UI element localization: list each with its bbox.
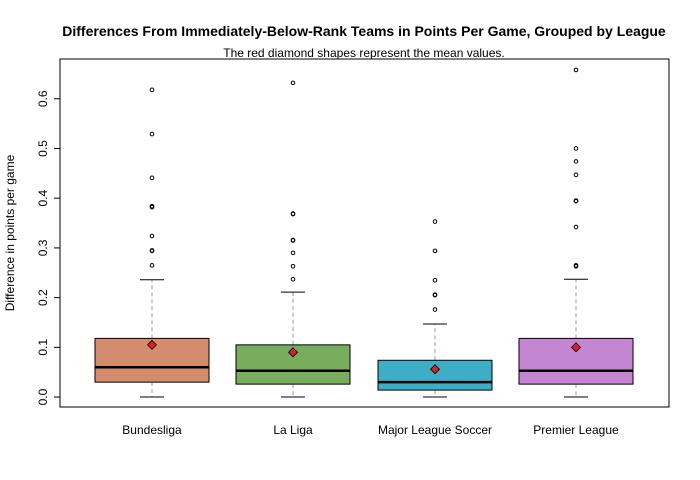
x-category-label: Premier League	[533, 423, 619, 437]
outlier-point	[573, 172, 579, 178]
outlier-point	[149, 248, 155, 253]
outlier-point	[149, 131, 155, 137]
y-axis-label: Difference in points per game	[3, 154, 17, 311]
boxes-group	[94, 67, 634, 398]
outlier-point	[149, 203, 155, 209]
x-category-label: La Liga	[273, 423, 313, 437]
outlier-point	[573, 159, 579, 164]
category-labels: Bundesliga La Liga Major League Soccer Prem…	[122, 423, 619, 437]
y-tick-label: 0.1	[36, 339, 50, 356]
y-tick-label: 0.4	[36, 190, 50, 207]
outlier-point	[573, 198, 579, 203]
outlier-point	[149, 263, 155, 268]
outlier-point	[432, 307, 438, 312]
outlier-point	[573, 263, 579, 268]
outlier-point	[290, 211, 296, 216]
outlier-point	[573, 67, 579, 73]
outlier-point	[290, 276, 296, 282]
x-category-label: Major League Soccer	[378, 423, 492, 437]
chart-title: Differences From Immediately-Below-Rank …	[62, 23, 666, 39]
y-tick-label: 0.3	[36, 239, 50, 256]
box-la-liga	[235, 80, 351, 398]
mean-diamond	[429, 364, 441, 375]
y-axis: 0.0 0.1 0.2 0.3 0.4 0.5 0.6	[36, 90, 61, 405]
outlier-point	[573, 224, 579, 230]
box-premier-league	[518, 67, 634, 398]
outlier-point	[149, 233, 155, 239]
x-category-label: Bundesliga	[122, 423, 182, 437]
outlier-point	[290, 264, 296, 269]
y-tick-label: 0.2	[36, 289, 50, 306]
outlier-point	[573, 146, 579, 151]
outlier-point	[290, 250, 296, 256]
mean-diamond	[570, 342, 582, 353]
y-tick-label: 0.5	[36, 140, 50, 157]
mean-diamond	[287, 347, 299, 358]
outlier-point	[149, 87, 155, 93]
mean-diamond	[146, 339, 158, 350]
outlier-point	[290, 80, 296, 86]
box-bundesliga	[94, 87, 210, 398]
outlier-point	[432, 219, 438, 224]
outlier-point	[432, 277, 438, 283]
box-major-league-soccer	[377, 219, 493, 398]
outlier-point	[432, 248, 438, 254]
outlier-point	[149, 175, 155, 181]
y-tick-label: 0.6	[36, 90, 50, 107]
outlier-point	[432, 292, 438, 297]
outlier-point	[290, 237, 296, 243]
y-tick-label: 0.0	[36, 388, 50, 405]
chart-subtitle: The red diamond shapes represent the mea…	[223, 46, 505, 60]
